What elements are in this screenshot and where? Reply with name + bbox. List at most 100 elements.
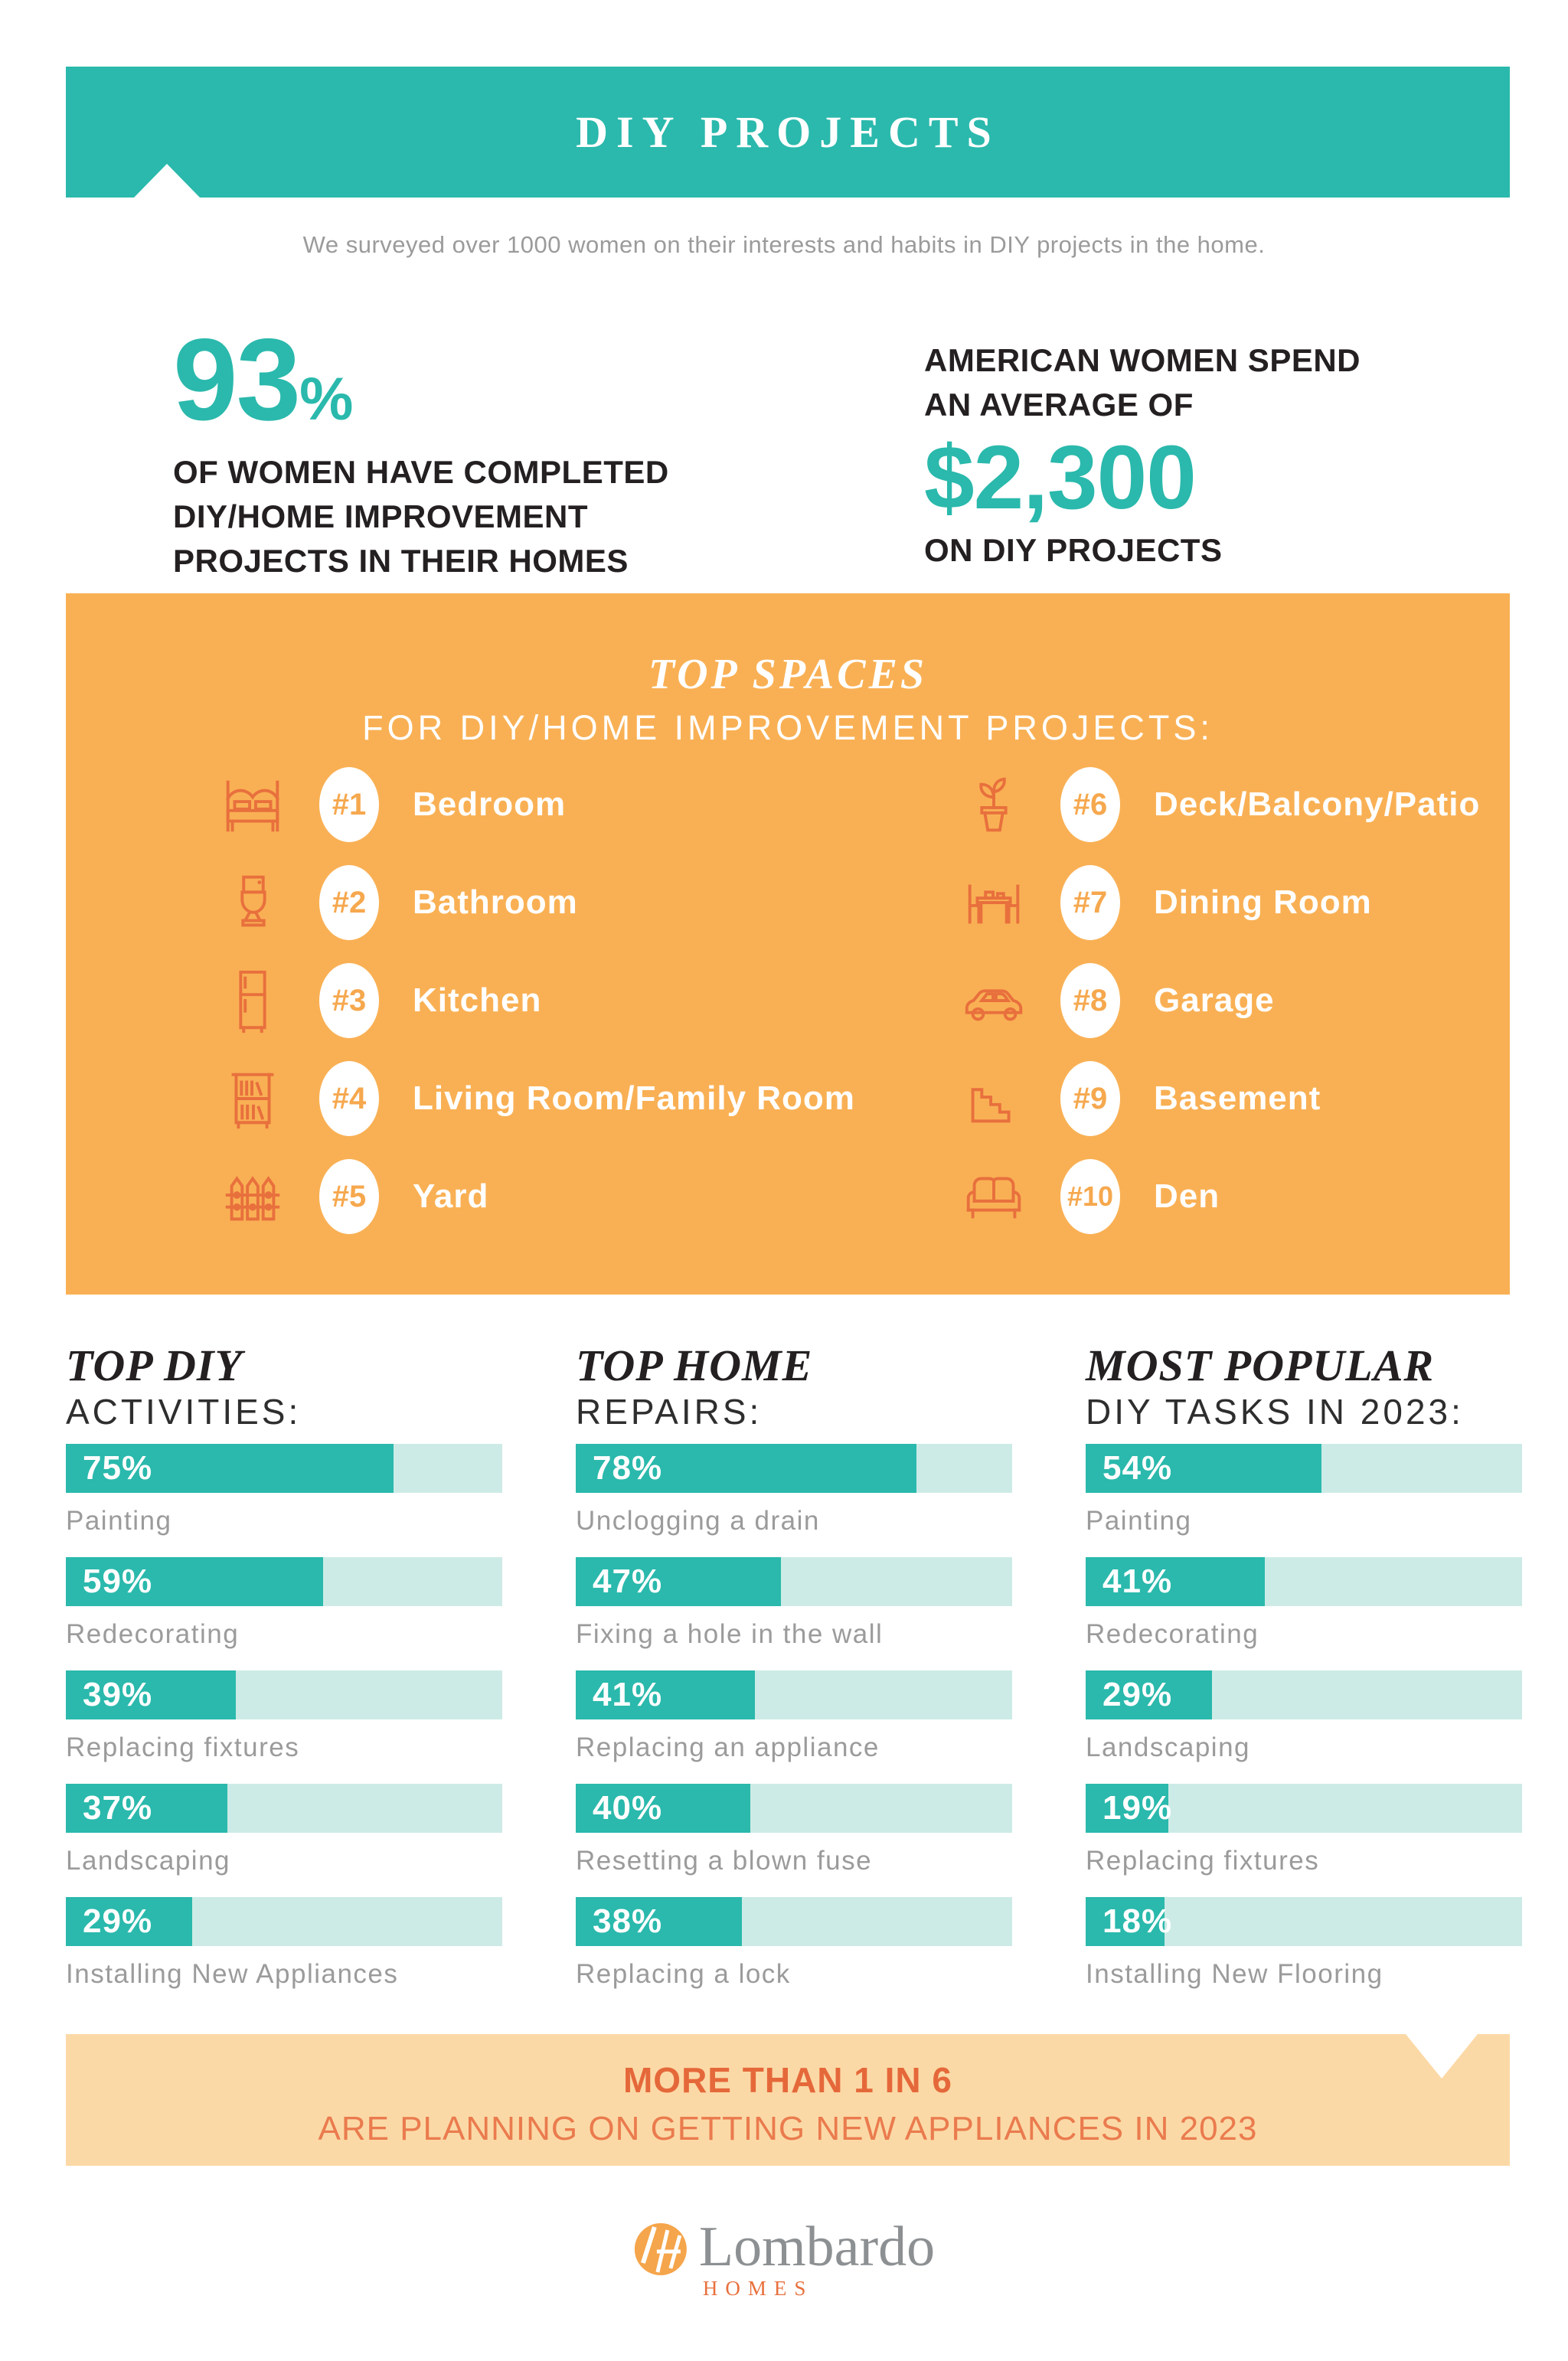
- stat-93-percent-sign: %: [299, 364, 354, 433]
- brand-name: Lombardo: [698, 2216, 936, 2278]
- bar-group: 54% Painting: [1086, 1444, 1522, 1534]
- rank-badge: #7: [1060, 865, 1120, 940]
- bar-fill: 41%: [1086, 1557, 1265, 1606]
- bar-value: 41%: [1102, 1563, 1173, 1600]
- top-space-row: #6 Deck/Balcony/Patio: [957, 756, 1480, 854]
- top-spaces-title: TOP SPACES: [648, 651, 928, 698]
- bar-group: 47% Fixing a hole in the wall: [576, 1557, 1012, 1647]
- stairs-icon: [957, 1062, 1031, 1135]
- bookshelf-icon: [216, 1062, 289, 1135]
- bar-fill: 78%: [576, 1444, 916, 1493]
- bar-fill: 38%: [576, 1897, 742, 1946]
- chart-title: TOP DIY: [66, 1341, 243, 1390]
- chart-bars: 54% Painting 41% Redecorating 29% Landsc…: [1086, 1444, 1522, 1987]
- rank-badge: #2: [319, 865, 379, 940]
- sofa-icon: [957, 1160, 1031, 1233]
- bar-value: 38%: [593, 1902, 663, 1940]
- bar-value: 37%: [83, 1789, 153, 1827]
- bar-value: 47%: [593, 1563, 663, 1600]
- bar-label: Replacing fixtures: [66, 1732, 300, 1762]
- bar-value: 29%: [1102, 1676, 1173, 1713]
- chart-column: TOP HOME REPAIRS: 78% Unclogging a drain…: [576, 1341, 1012, 2010]
- rank-badge: #9: [1060, 1061, 1120, 1136]
- bar-group: 75% Painting: [66, 1444, 502, 1534]
- bar-fill: 19%: [1086, 1784, 1171, 1833]
- bar-label: Redecorating: [1086, 1619, 1259, 1649]
- charts-section: TOP DIY ACTIVITIES: 75% Painting 59% Red…: [66, 1341, 1522, 2010]
- bar-track: 29%: [1086, 1670, 1522, 1719]
- bar-group: 19% Replacing fixtures: [1086, 1784, 1522, 1874]
- bar-label: Painting: [1086, 1506, 1192, 1536]
- bar-group: 18% Installing New Flooring: [1086, 1897, 1522, 1987]
- bar-fill: 39%: [66, 1670, 237, 1719]
- bar-fill: 37%: [66, 1784, 227, 1833]
- bar-value: 41%: [593, 1676, 663, 1713]
- stat-93-line2: DIY/HOME IMPROVEMENT: [173, 498, 589, 534]
- bar-label: Fixing a hole in the wall: [576, 1619, 884, 1649]
- bar-group: 29% Installing New Appliances: [66, 1897, 502, 1987]
- banner-notch: [134, 164, 200, 198]
- top-space-row: #7 Dining Room: [957, 854, 1480, 952]
- bar-group: 59% Redecorating: [66, 1557, 502, 1647]
- bar-fill: 59%: [66, 1557, 324, 1606]
- bar-track: 59%: [66, 1557, 502, 1606]
- chart-subtitle: ACTIVITIES:: [66, 1392, 302, 1432]
- top-spaces-column-left: #1 Bedroom #2 Bathroom #3 Kitchen #4 Liv…: [216, 756, 855, 1246]
- car-icon: [957, 964, 1031, 1037]
- chart-title: MOST POPULAR: [1086, 1341, 1435, 1390]
- bar-track: 39%: [66, 1670, 502, 1719]
- bar-group: 78% Unclogging a drain: [576, 1444, 1012, 1534]
- bar-label: Replacing an appliance: [576, 1732, 880, 1762]
- top-spaces-panel: TOP SPACES FOR DIY/HOME IMPROVEMENT PROJ…: [66, 593, 1510, 1295]
- stat-spend-line1: AMERICAN WOMEN SPEND: [924, 342, 1361, 378]
- space-label: Kitchen: [413, 981, 542, 1019]
- space-label: Deck/Balcony/Patio: [1154, 785, 1481, 823]
- bar-value: 75%: [83, 1449, 153, 1487]
- stat-value-2300: $2,300: [924, 426, 1197, 528]
- bar-value: 29%: [83, 1902, 153, 1940]
- stat-completed-projects: 93% OF WOMEN HAVE COMPLETED DIY/HOME IMP…: [173, 322, 669, 583]
- bar-track: 41%: [576, 1670, 1012, 1719]
- bar-group: 40% Resetting a blown fuse: [576, 1784, 1012, 1874]
- space-label: Yard: [413, 1177, 489, 1215]
- bar-group: 29% Landscaping: [1086, 1670, 1522, 1761]
- chart-column: TOP DIY ACTIVITIES: 75% Painting 59% Red…: [66, 1341, 502, 2010]
- chart-column: MOST POPULAR DIY TASKS IN 2023: 54% Pain…: [1086, 1341, 1522, 2010]
- rank-badge: #3: [319, 963, 379, 1038]
- space-label: Den: [1154, 1177, 1220, 1215]
- callout-heading: MORE THAN 1 IN 6: [622, 2060, 953, 2100]
- bar-label: Landscaping: [1086, 1732, 1250, 1762]
- bar-fill: 75%: [66, 1444, 394, 1493]
- intro-text: We surveyed over 1000 women on their int…: [302, 231, 1266, 258]
- chart-title: TOP HOME: [576, 1341, 813, 1390]
- bar-value: 39%: [83, 1676, 153, 1713]
- bar-fill: 18%: [1086, 1897, 1171, 1946]
- bar-track: 41%: [1086, 1557, 1522, 1606]
- bar-track: 54%: [1086, 1444, 1522, 1493]
- bar-track: 29%: [66, 1897, 502, 1946]
- callout-text: ARE PLANNING ON GETTING NEW APPLIANCES I…: [318, 2110, 1258, 2147]
- chart-bars: 78% Unclogging a drain 47% Fixing a hole…: [576, 1444, 1012, 1987]
- bar-track: 47%: [576, 1557, 1012, 1606]
- bar-value: 18%: [1102, 1902, 1173, 1940]
- top-space-row: #10 Den: [957, 1148, 1480, 1246]
- header-banner: DIY PROJECTS: [66, 67, 1510, 198]
- space-label: Living Room/Family Room: [413, 1079, 855, 1117]
- stat-spend-line2: AN AVERAGE OF: [924, 386, 1194, 423]
- brand-homes: HOMES: [702, 2277, 814, 2300]
- stat-93-line3: PROJECTS IN THEIR HOMES: [173, 542, 629, 579]
- rank-badge: #8: [1060, 963, 1120, 1038]
- logo-text: Lombardo HOMES: [698, 2216, 936, 2301]
- bar-track: 75%: [66, 1444, 502, 1493]
- stat-spend-line3: ON DIY PROJECTS: [924, 532, 1223, 569]
- bar-track: 78%: [576, 1444, 1012, 1493]
- toilet-icon: [216, 866, 289, 939]
- dining-table-icon: [957, 866, 1031, 939]
- bar-track: 38%: [576, 1897, 1012, 1946]
- top-space-row: #1 Bedroom: [216, 756, 855, 854]
- rank-badge: #5: [319, 1159, 379, 1234]
- bar-track: 19%: [1086, 1784, 1522, 1833]
- bed-icon: [216, 768, 289, 841]
- bar-label: Landscaping: [66, 1846, 230, 1876]
